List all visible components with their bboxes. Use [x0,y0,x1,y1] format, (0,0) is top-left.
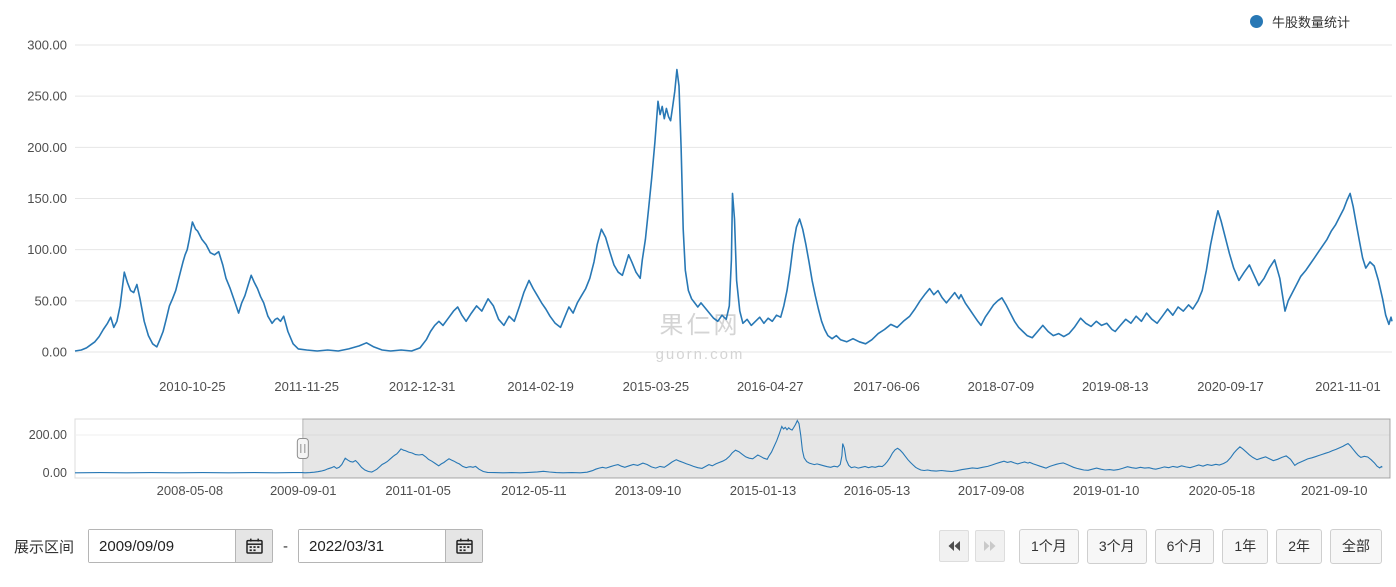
main-x-tick-label: 2019-08-13 [1082,379,1149,394]
range-button-5[interactable]: 2年 [1276,528,1322,564]
nav-x-tick-label: 2008-05-08 [157,483,224,498]
nav-x-tick-label: 2021-09-10 [1301,483,1368,498]
calendar-icon [245,538,263,554]
watermark-site-name: 果仁网 [660,312,741,339]
calendar-icon [455,538,473,554]
nav-x-tick-label: 2017-09-08 [958,483,1025,498]
range-button-2[interactable]: 3个月 [1086,528,1147,564]
navigator-left-handle[interactable] [296,438,309,459]
main-x-tick-label: 2017-06-06 [853,379,920,394]
navigator-selection-region[interactable] [302,418,1391,479]
main-y-tick-label: 300.00 [27,38,67,53]
nav-x-tick-label: 2009-09-01 [270,483,337,498]
end-date-calendar-button[interactable] [445,530,483,562]
display-range-label: 展示区间 [14,538,75,556]
date-range-separator: - [283,537,289,555]
start-date-calendar-button[interactable] [235,530,273,562]
watermark-site-url: guorn.com [656,346,745,363]
main-x-tick-label: 2018-07-09 [968,379,1035,394]
start-date-input[interactable] [89,530,236,562]
nav-x-tick-label: 2016-05-13 [844,483,911,498]
main-x-tick-label: 2010-10-25 [159,379,226,394]
main-x-tick-label: 2020-09-17 [1197,379,1264,394]
main-x-tick-label: 2014-02-19 [507,379,574,394]
main-x-tick-label: 2015-03-25 [623,379,690,394]
nav-x-tick-label: 2019-01-10 [1073,483,1140,498]
main-y-tick-label: 250.00 [27,89,67,104]
bottom-toolbar: 展示区间 - [0,505,1396,587]
fast-forward-icon [984,541,996,551]
range-button-6[interactable]: 全部 [1330,528,1382,564]
range-button-4[interactable]: 1年 [1222,528,1269,564]
nav-x-tick-label: 2015-01-13 [730,483,797,498]
nav-x-tick-label: 2020-05-18 [1189,483,1256,498]
legend-label: 牛股数量统计 [1271,15,1350,30]
datazoom-navigator-chart[interactable]: 0.00 200.00 2008-05-08 2009-09-01 2011-01-05… [0,405,1396,505]
legend-item[interactable]: 牛股数量统计 [1249,12,1350,31]
main-x-tick-label: 2021-11-01 [1315,379,1381,394]
main-y-tick-label: 0.00 [42,345,67,360]
main-y-tick-label: 150.00 [27,191,67,206]
main-y-tick-label: 200.00 [27,140,67,155]
nav-x-tick-label: 2013-09-10 [615,483,682,498]
range-button-1[interactable]: 1个月 [1019,528,1079,564]
main-line-chart[interactable]: 0.00 50.00 100.00 150.00 200.00 250.00 300.00 2… [0,0,1396,405]
main-y-tick-label: 100.00 [27,242,67,257]
main-x-tick-label: 2016-04-27 [737,379,804,394]
main-x-tick-label: 2011-11-25 [274,379,339,394]
pan-forward-button[interactable] [975,530,1006,562]
end-date-box [298,529,484,563]
nav-x-tick-label: 2011-01-05 [385,483,451,498]
fast-backward-icon [948,541,961,551]
pan-backward-button[interactable] [939,530,970,562]
main-series-line [74,68,1393,352]
start-date-box [88,529,274,563]
nav-series-line [74,419,1383,474]
nav-x-tick-label: 2012-05-11 [501,483,567,498]
navigator-background [74,418,1391,479]
nav-y-tick-label: 0.00 [43,466,67,480]
main-y-tick-label: 50.00 [34,293,67,308]
legend-dot-icon [1249,15,1263,28]
range-button-group: 1个月 3个月 6个月 1年 2年 全部 [1019,528,1382,564]
end-date-input[interactable] [299,530,446,562]
range-button-3[interactable]: 6个月 [1154,528,1215,564]
nav-y-tick-label: 200.00 [29,428,67,442]
main-x-tick-label: 2012-12-31 [389,379,456,394]
